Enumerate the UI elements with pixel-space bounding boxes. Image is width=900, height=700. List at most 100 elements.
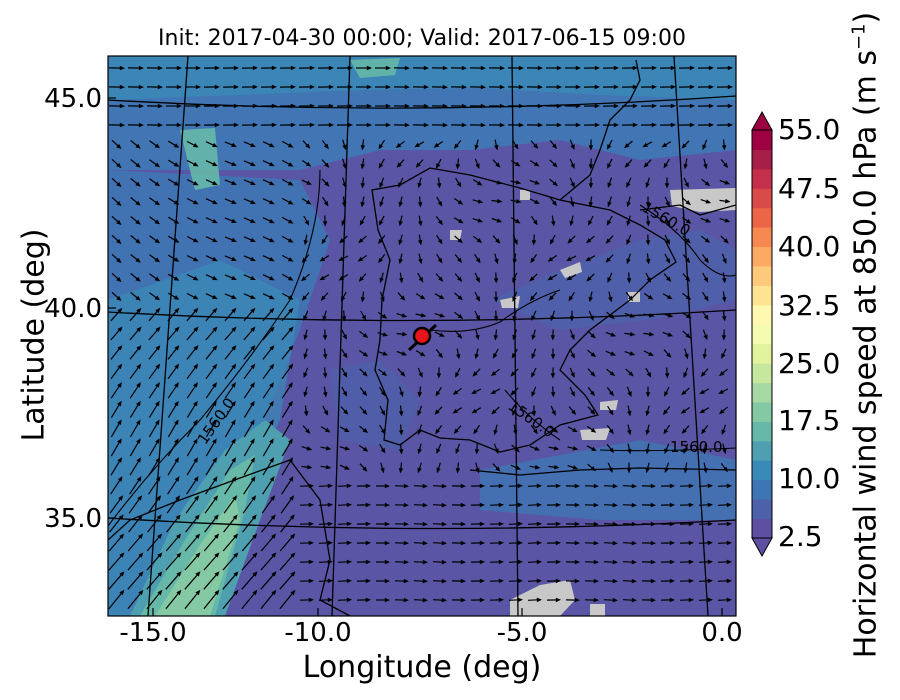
wind-arrow-head xyxy=(360,297,366,303)
wind-arrow-head xyxy=(212,400,217,407)
wind-arrow-head xyxy=(646,372,652,378)
wind-arrow-head xyxy=(174,419,179,425)
wind-arrow-head xyxy=(460,559,466,565)
wind-arrow-head xyxy=(384,502,390,508)
x-tick-label: -15.0 xyxy=(119,618,187,648)
wind-arrow-head xyxy=(403,559,409,565)
wind-arrow-head xyxy=(269,476,275,482)
wind-arrow-shaft xyxy=(127,590,143,610)
wind-arrow-head xyxy=(157,589,163,596)
wind-arrow-head xyxy=(513,143,519,150)
wind-arrow-head xyxy=(231,400,236,407)
wind-arrow-head xyxy=(344,427,350,433)
wind-arrow-head xyxy=(517,540,523,546)
wind-arrow-head xyxy=(727,65,733,71)
wind-arrow-shaft xyxy=(279,590,295,610)
wind-arrow-head xyxy=(193,200,199,205)
wind-arrow-head xyxy=(365,578,371,584)
wind-arrow-head xyxy=(154,143,161,149)
wind-arrow-head xyxy=(593,597,599,603)
wind-arrow-head xyxy=(498,540,504,546)
wind-arrow-head xyxy=(288,200,294,205)
wind-arrow-head xyxy=(346,578,352,584)
wind-arrow-shaft xyxy=(222,553,238,571)
wind-arrow-head xyxy=(569,220,574,227)
wind-arrow-head xyxy=(193,345,199,351)
wind-arrow-shaft xyxy=(184,590,200,610)
wind-arrow-head xyxy=(683,163,688,170)
wind-arrow-head xyxy=(288,219,294,224)
wind-arrow-head xyxy=(480,122,486,128)
wind-arrow-head xyxy=(384,578,390,584)
wind-arrow-head xyxy=(442,122,448,128)
wind-arrow-shaft xyxy=(279,553,295,571)
wind-arrow-head xyxy=(631,502,637,508)
wind-arrow-head xyxy=(193,219,199,224)
wind-arrow-shaft xyxy=(279,534,295,552)
wind-arrow-head xyxy=(608,409,614,416)
wind-arrow-head xyxy=(669,578,675,584)
wind-arrow-head xyxy=(422,540,428,546)
wind-arrow-head xyxy=(385,65,391,71)
wind-arrow-head xyxy=(250,256,256,261)
wind-arrow-head xyxy=(362,446,369,452)
wind-arrow-head xyxy=(556,84,562,90)
wind-arrow-head xyxy=(574,502,580,508)
wind-arrow-head xyxy=(626,278,632,284)
wind-arrow-head xyxy=(361,315,367,321)
wind-arrow-head xyxy=(252,589,258,596)
wind-arrow-head xyxy=(685,238,691,244)
wind-arrow-head xyxy=(193,326,199,332)
wind-arrow-head xyxy=(116,200,122,207)
wind-arrow-head xyxy=(250,199,256,204)
wind-arrow-head xyxy=(212,476,218,482)
wind-arrow-head xyxy=(176,571,182,577)
wind-arrow-head xyxy=(231,326,237,332)
wind-arrow-shaft xyxy=(241,572,257,590)
wind-arrow-head xyxy=(269,400,274,407)
wind-arrow-head xyxy=(422,597,428,603)
wind-arrow-head xyxy=(645,392,651,398)
wind-arrow-head xyxy=(689,122,695,128)
wind-arrow-head xyxy=(117,345,123,351)
wind-arrow-head xyxy=(288,476,294,482)
wind-arrow-head xyxy=(250,382,255,388)
wind-arrow-head xyxy=(607,277,612,283)
wind-arrow-head xyxy=(650,597,656,603)
wind-arrow-head xyxy=(319,256,326,262)
wind-arrow-head xyxy=(628,295,633,302)
wind-arrow-head xyxy=(422,559,428,565)
wind-arrow-head xyxy=(119,571,125,577)
wind-arrow-head xyxy=(155,419,160,425)
wind-arrow-head xyxy=(250,400,255,407)
wind-arrow-head xyxy=(651,84,657,90)
wind-arrow-head xyxy=(193,363,199,370)
wind-arrow-head xyxy=(670,122,676,128)
wind-arrow-head xyxy=(403,521,409,527)
wind-arrow-head xyxy=(269,457,274,463)
wind-arrow-head xyxy=(723,238,729,244)
plot-frame xyxy=(107,55,737,617)
colorbar-segment xyxy=(752,421,772,442)
wind-arrow-head xyxy=(457,333,463,339)
wind-arrow-head xyxy=(533,161,540,167)
wind-arrow-head xyxy=(479,578,485,584)
y-axis-label: Latitude (deg) xyxy=(16,228,52,442)
wind-arrow-shaft xyxy=(165,590,181,610)
wind-arrow-head xyxy=(362,333,369,338)
wind-arrow-head xyxy=(269,162,275,167)
wind-arrow-head xyxy=(117,326,123,332)
wind-arrow-head xyxy=(417,392,423,398)
wind-arrow-head xyxy=(570,144,575,150)
wind-arrow-head xyxy=(194,495,200,501)
wind-arrow-shaft xyxy=(127,572,143,590)
meridian-0 xyxy=(673,56,709,616)
wind-arrow-head xyxy=(683,372,688,379)
wind-arrow-head xyxy=(722,297,727,303)
wind-arrow-head xyxy=(288,181,294,186)
wind-arrow-head xyxy=(479,502,485,508)
wind-arrow-head xyxy=(404,65,410,71)
wind-arrow-head xyxy=(403,540,409,546)
wind-arrow-head xyxy=(116,238,122,245)
wind-arrow-head xyxy=(381,313,388,319)
